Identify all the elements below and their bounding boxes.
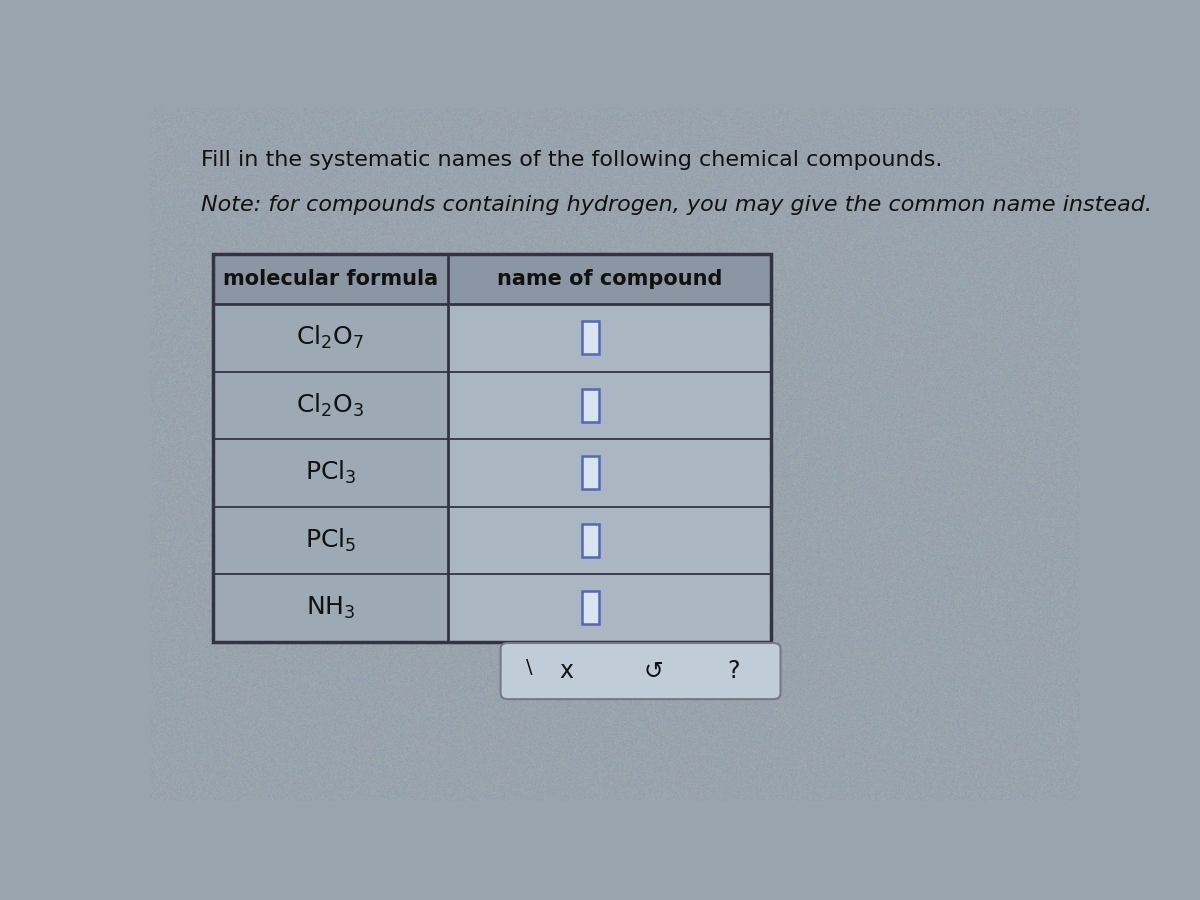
Text: $\mathrm{Cl_2O_7}$: $\mathrm{Cl_2O_7}$ [296, 324, 365, 351]
Bar [448, 304, 772, 372]
Bar [582, 591, 599, 625]
Bar [582, 456, 599, 490]
Bar [448, 507, 772, 574]
Bar [214, 304, 448, 372]
Bar [214, 507, 448, 574]
Text: $\mathrm{PCl_5}$: $\mathrm{PCl_5}$ [305, 526, 356, 554]
Text: ↺: ↺ [644, 659, 664, 683]
Bar [448, 439, 772, 507]
Bar [214, 372, 448, 439]
Text: $\mathrm{PCl_3}$: $\mathrm{PCl_3}$ [305, 459, 356, 486]
Text: Fill in the systematic names of the following chemical compounds.: Fill in the systematic names of the foll… [202, 149, 942, 169]
Bar [448, 574, 772, 642]
Bar [582, 389, 599, 422]
Text: Note: for compounds containing hydrogen, you may give the common name instead.: Note: for compounds containing hydrogen,… [202, 194, 1152, 214]
Text: \: \ [526, 658, 533, 677]
Text: $\mathrm{Cl_2O_3}$: $\mathrm{Cl_2O_3}$ [296, 392, 365, 418]
Bar [448, 372, 772, 439]
Bar [582, 321, 599, 355]
Text: $\mathrm{NH_3}$: $\mathrm{NH_3}$ [306, 595, 355, 621]
Bar [214, 254, 772, 642]
Text: molecular formula: molecular formula [223, 269, 438, 289]
FancyBboxPatch shape [500, 643, 780, 699]
Text: x: x [559, 659, 574, 683]
Bar [214, 254, 772, 304]
Bar [214, 574, 448, 642]
Text: ?: ? [727, 659, 739, 683]
Bar [582, 524, 599, 557]
Bar [214, 439, 448, 507]
Text: name of compound: name of compound [497, 269, 722, 289]
